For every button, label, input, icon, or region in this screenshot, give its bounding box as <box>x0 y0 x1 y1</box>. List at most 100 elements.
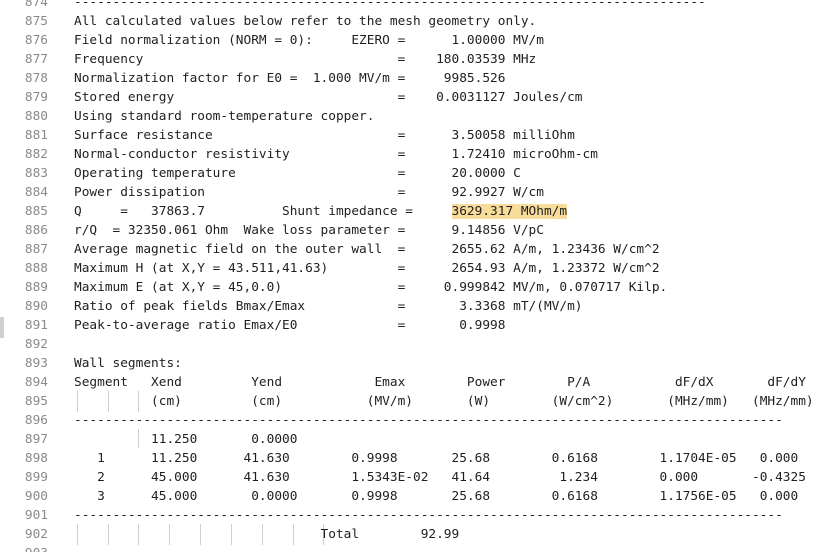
indent-guide <box>323 524 324 545</box>
indent-guide <box>138 391 139 412</box>
line-number: 875 <box>24 14 48 29</box>
editor-line[interactable]: 902 Total 92.99 <box>0 525 840 544</box>
line-text: Total 92.99 <box>74 527 460 542</box>
line-text: 11.250 0.0000 <box>74 432 298 447</box>
line-number: 891 <box>24 318 48 333</box>
line-text: Ratio of peak fields Bmax/Emax = 3.3368 … <box>74 299 583 314</box>
editor-line[interactable]: 900 3 45.000 0.0000 0.9998 25.68 0.6168 … <box>0 487 840 506</box>
line-number: 898 <box>24 451 48 466</box>
line-number: 882 <box>24 147 48 162</box>
line-text: Frequency = 180.03539 MHz <box>74 52 537 67</box>
editor-line[interactable]: 886 r/Q = 32350.061 Ohm Wake loss paramet… <box>0 221 840 240</box>
line-number: 903 <box>0 544 48 552</box>
line-number: 874 <box>24 0 48 10</box>
indent-guide <box>77 391 78 412</box>
line-text: Power dissipation = 92.9927 W/cm <box>74 185 544 200</box>
indent-guide <box>138 524 139 545</box>
line-number: 900 <box>24 489 48 504</box>
line-text: Using standard room-temperature copper. <box>74 109 375 124</box>
line-text: Normalization factor for E0 = 1.000 MV/m… <box>74 71 506 86</box>
line-text: Maximum E (at X,Y = 45,0.0) = 0.999842 M… <box>74 280 668 295</box>
editor-line[interactable]: 882 Normal-conductor resistivity = 1.7241… <box>0 145 840 164</box>
line-number: 899 <box>24 470 48 485</box>
editor-line[interactable]: 892 <box>0 335 840 354</box>
line-text: r/Q = 32350.061 Ohm Wake loss parameter … <box>74 223 544 238</box>
editor-line[interactable]: 888 Maximum H (at X,Y = 43.511,41.63) = 2… <box>0 259 840 278</box>
editor-line[interactable]: 880 Using standard room-temperature coppe… <box>0 107 840 126</box>
indent-guide <box>169 524 170 545</box>
line-number: 888 <box>24 261 48 276</box>
editor-line[interactable]: 885 Q = 37863.7 Shunt impedance = 3629.31… <box>0 202 840 221</box>
line-text: Stored energy = 0.0031127 Joules/cm <box>74 90 583 105</box>
editor-line[interactable]: 878 Normalization factor for E0 = 1.000 M… <box>0 69 840 88</box>
editor-line[interactable]: 887 Average magnetic field on the outer w… <box>0 240 840 259</box>
line-number: 902 <box>24 527 48 542</box>
line-number: 897 <box>24 432 48 447</box>
line-number: 889 <box>24 280 48 295</box>
editor-line[interactable]: 890 Ratio of peak fields Bmax/Emax = 3.33… <box>0 297 840 316</box>
indent-guide <box>293 524 294 545</box>
line-number: 887 <box>24 242 48 257</box>
line-text: ----------------------------------------… <box>74 508 783 523</box>
editor-line[interactable]: 884 Power dissipation = 92.9927 W/cm <box>0 183 840 202</box>
indent-guide <box>231 524 232 545</box>
line-text: Segment Xend Yend Emax Power P/A dF/dX d… <box>74 375 806 390</box>
line-text: ----------------------------------------… <box>74 413 783 428</box>
indent-guide <box>200 524 201 545</box>
line-number: 876 <box>24 33 48 48</box>
editor-line[interactable]: 889 Maximum E (at X,Y = 45,0.0) = 0.99984… <box>0 278 840 297</box>
editor-line[interactable]: 879 Stored energy = 0.0031127 Joules/cm <box>0 88 840 107</box>
editor-line[interactable]: 891 Peak-to-average ratio Emax/E0 = 0.999… <box>0 316 840 335</box>
line-text: Surface resistance = 3.50058 milliOhm <box>74 128 575 143</box>
line-text: Normal-conductor resistivity = 1.72410 m… <box>74 147 598 162</box>
editor-line[interactable]: 877 Frequency = 180.03539 MHz <box>0 50 840 69</box>
scroll-position-marker <box>0 317 4 338</box>
editor-line[interactable]: 897 11.250 0.0000 <box>0 430 840 449</box>
line-number: 893 <box>24 356 48 371</box>
editor-line[interactable]: 899 2 45.000 41.630 1.5343E-02 41.64 1.2… <box>0 468 840 487</box>
editor-line[interactable]: 893 Wall segments: <box>0 354 840 373</box>
line-number: 884 <box>24 185 48 200</box>
line-text: Maximum H (at X,Y = 43.511,41.63) = 2654… <box>74 261 660 276</box>
line-number: 879 <box>24 90 48 105</box>
line-text: ----------------------------------------… <box>74 0 706 10</box>
indent-guide <box>138 429 139 448</box>
line-text: All calculated values below refer to the… <box>74 14 537 29</box>
line-number: 895 <box>24 394 48 409</box>
editor-line[interactable]: 895 (cm) (cm) (MV/m) (W) (W/cm^2) (MHz/m… <box>0 392 840 411</box>
editor-line[interactable]: 876 Field normalization (NORM = 0): EZERO… <box>0 31 840 50</box>
editor-line[interactable]: 903 <box>0 544 840 552</box>
line-text: Wall segments: <box>74 356 182 371</box>
editor-line[interactable]: 896 -------------------------------------… <box>0 411 840 430</box>
line-number: 883 <box>24 166 48 181</box>
line-text: Peak-to-average ratio Emax/E0 = 0.9998 <box>74 318 506 333</box>
editor-line[interactable]: 875 All calculated values below refer to … <box>0 12 840 31</box>
line-number: 886 <box>24 223 48 238</box>
line-number: 896 <box>24 413 48 428</box>
line-text: 2 45.000 41.630 1.5343E-02 41.64 1.234 0… <box>74 470 806 485</box>
indent-guide <box>108 524 109 545</box>
line-number: 894 <box>24 375 48 390</box>
line-number: 885 <box>24 204 48 219</box>
indent-guide <box>108 391 109 412</box>
line-text: Q = 37863.7 Shunt impedance = 3629.317 M… <box>74 204 568 219</box>
editor-line[interactable]: 883 Operating temperature = 20.0000 C <box>0 164 840 183</box>
indent-guide <box>77 524 78 545</box>
editor-line[interactable]: 901 -------------------------------------… <box>0 506 840 525</box>
line-text: 3 45.000 0.0000 0.9998 25.68 0.6168 1.17… <box>74 489 799 504</box>
line-number: 878 <box>24 71 48 86</box>
editor-line[interactable]: 898 1 11.250 41.630 0.9998 25.68 0.6168 … <box>0 449 840 468</box>
editor-line[interactable]: 894 Segment Xend Yend Emax Power P/A dF/d… <box>0 373 840 392</box>
editor-line[interactable]: 881 Surface resistance = 3.50058 milliOhm <box>0 126 840 145</box>
indent-guide <box>262 524 263 545</box>
line-number: 877 <box>24 52 48 67</box>
search-highlight: 3629.317 MOhm/m <box>451 204 568 219</box>
editor-line[interactable]: 874 -------------------------------------… <box>0 0 840 12</box>
line-text: (cm) (cm) (MV/m) (W) (W/cm^2) (MHz/mm) (… <box>74 394 814 409</box>
line-number: 901 <box>24 508 48 523</box>
line-text: 1 11.250 41.630 0.9998 25.68 0.6168 1.17… <box>74 451 799 466</box>
line-number: 881 <box>24 128 48 143</box>
line-text: Field normalization (NORM = 0): EZERO = … <box>74 33 544 48</box>
line-number: 890 <box>24 299 48 314</box>
